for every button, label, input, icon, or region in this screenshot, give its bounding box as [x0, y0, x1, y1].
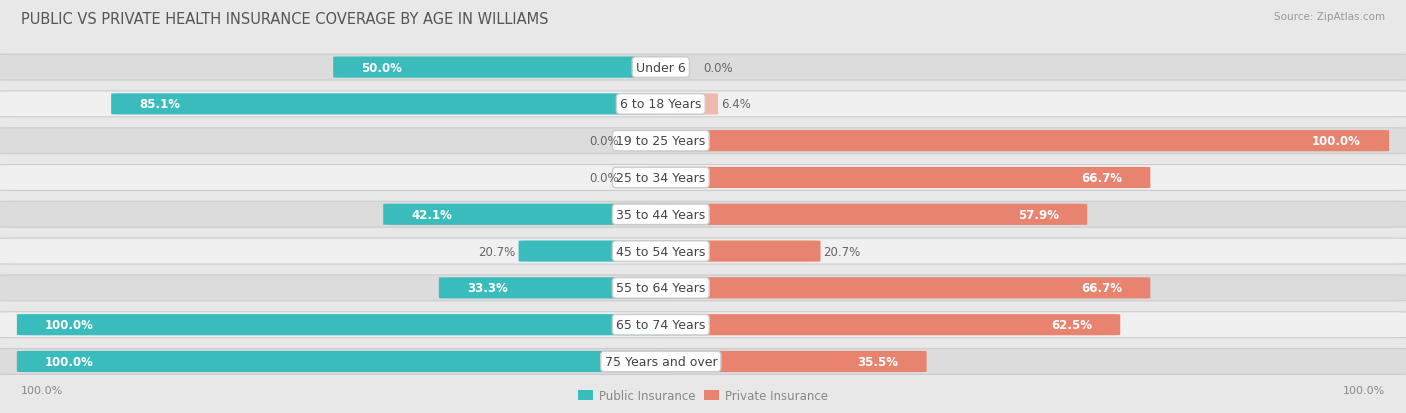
Text: 100.0%: 100.0% — [1343, 385, 1385, 395]
Text: Under 6: Under 6 — [636, 62, 686, 74]
Text: 35 to 44 Years: 35 to 44 Years — [616, 208, 706, 221]
Text: 35.5%: 35.5% — [858, 355, 898, 368]
Text: 65 to 74 Years: 65 to 74 Years — [616, 318, 706, 331]
Text: 55 to 64 Years: 55 to 64 Years — [616, 282, 706, 294]
FancyBboxPatch shape — [519, 241, 672, 262]
Text: 50.0%: 50.0% — [361, 62, 402, 74]
Text: 75 Years and over: 75 Years and over — [605, 355, 717, 368]
Legend: Public Insurance, Private Insurance: Public Insurance, Private Insurance — [574, 385, 832, 407]
Text: 45 to 54 Years: 45 to 54 Years — [616, 245, 706, 258]
FancyBboxPatch shape — [650, 314, 1121, 335]
FancyBboxPatch shape — [333, 57, 672, 78]
FancyBboxPatch shape — [0, 349, 1406, 375]
Text: 0.0%: 0.0% — [589, 135, 619, 148]
FancyBboxPatch shape — [0, 92, 1406, 118]
FancyBboxPatch shape — [0, 275, 1406, 301]
FancyBboxPatch shape — [0, 128, 1406, 154]
Text: 20.7%: 20.7% — [478, 245, 516, 258]
Text: 57.9%: 57.9% — [1018, 208, 1059, 221]
Text: 0.0%: 0.0% — [703, 62, 733, 74]
Text: 100.0%: 100.0% — [21, 385, 63, 395]
FancyBboxPatch shape — [0, 165, 1406, 191]
FancyBboxPatch shape — [650, 204, 1087, 225]
Text: 33.3%: 33.3% — [467, 282, 508, 294]
Text: 100.0%: 100.0% — [45, 318, 94, 331]
Text: 100.0%: 100.0% — [45, 355, 94, 368]
Text: PUBLIC VS PRIVATE HEALTH INSURANCE COVERAGE BY AGE IN WILLIAMS: PUBLIC VS PRIVATE HEALTH INSURANCE COVER… — [21, 12, 548, 27]
FancyBboxPatch shape — [650, 241, 821, 262]
FancyBboxPatch shape — [0, 202, 1406, 228]
FancyBboxPatch shape — [650, 94, 718, 115]
FancyBboxPatch shape — [384, 204, 672, 225]
FancyBboxPatch shape — [17, 314, 672, 335]
Text: Source: ZipAtlas.com: Source: ZipAtlas.com — [1274, 12, 1385, 22]
FancyBboxPatch shape — [17, 351, 672, 372]
FancyBboxPatch shape — [0, 55, 1406, 81]
Text: 19 to 25 Years: 19 to 25 Years — [616, 135, 706, 148]
Text: 66.7%: 66.7% — [1081, 282, 1122, 294]
FancyBboxPatch shape — [650, 168, 1150, 189]
FancyBboxPatch shape — [0, 239, 1406, 264]
FancyBboxPatch shape — [650, 278, 1150, 299]
FancyBboxPatch shape — [650, 351, 927, 372]
Text: 20.7%: 20.7% — [824, 245, 860, 258]
Text: 100.0%: 100.0% — [1312, 135, 1361, 148]
Text: 42.1%: 42.1% — [412, 208, 453, 221]
FancyBboxPatch shape — [111, 94, 672, 115]
Text: 66.7%: 66.7% — [1081, 171, 1122, 185]
Text: 85.1%: 85.1% — [139, 98, 180, 111]
Text: 62.5%: 62.5% — [1052, 318, 1092, 331]
Text: 0.0%: 0.0% — [589, 171, 619, 185]
FancyBboxPatch shape — [0, 312, 1406, 338]
Text: 6 to 18 Years: 6 to 18 Years — [620, 98, 702, 111]
Text: 6.4%: 6.4% — [721, 98, 751, 111]
FancyBboxPatch shape — [439, 278, 672, 299]
FancyBboxPatch shape — [650, 131, 1389, 152]
Text: 25 to 34 Years: 25 to 34 Years — [616, 171, 706, 185]
